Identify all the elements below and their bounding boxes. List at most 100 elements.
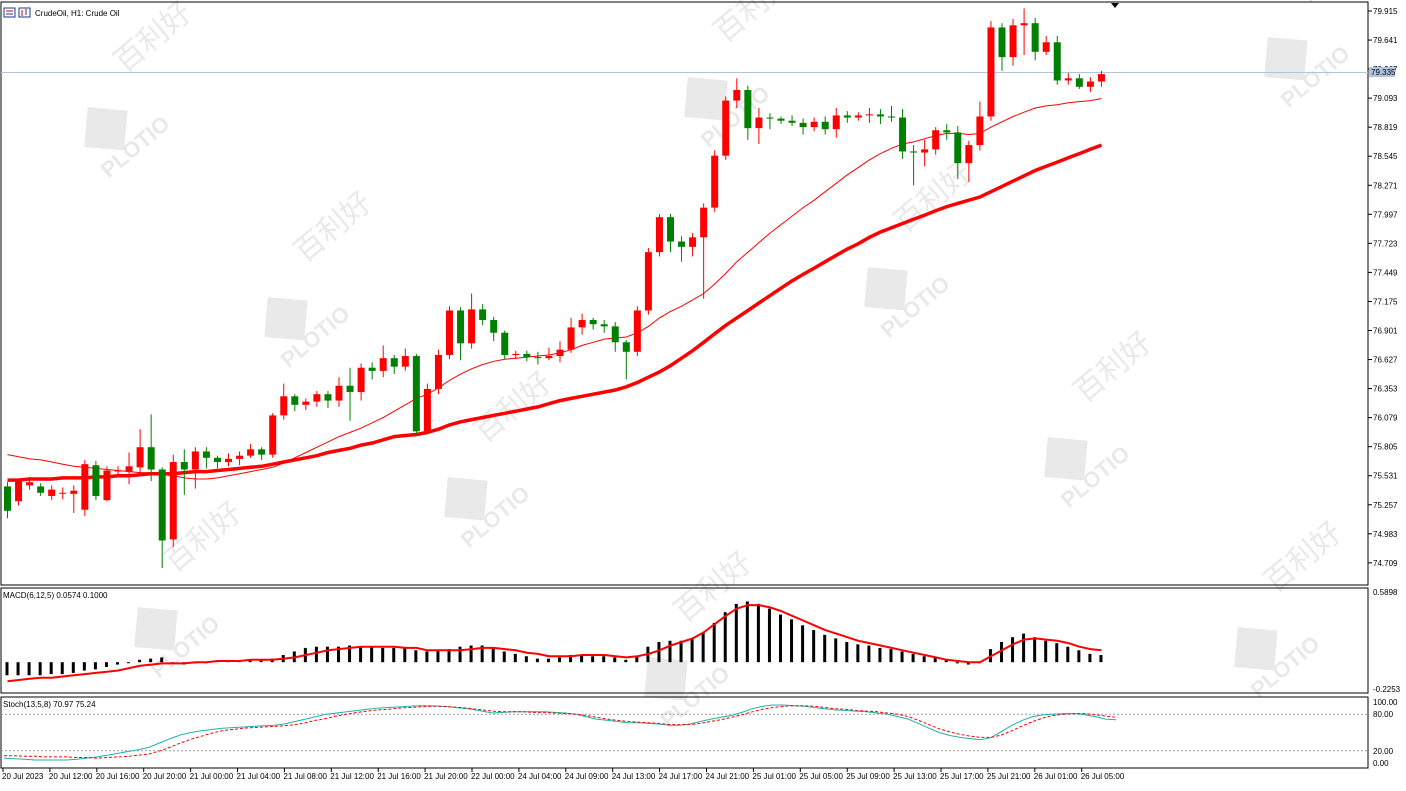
candle-body (1042, 42, 1050, 52)
price-axis-label: 76.627 (1373, 356, 1398, 365)
macd-histogram-bar (348, 645, 352, 663)
macd-histogram-bar (966, 662, 970, 665)
macd-histogram-bar (922, 656, 926, 663)
candle-body (1097, 74, 1105, 82)
stoch-title: Stoch(13,5,8) 70.97 75.24 (3, 700, 96, 709)
time-axis-label: 26 Jul 05:00 (1081, 772, 1125, 781)
macd-histogram-bar (458, 646, 462, 663)
candle-body (48, 489, 56, 496)
candle-body (788, 120, 796, 123)
macd-histogram-bar (370, 646, 374, 663)
macd-histogram-bar (491, 647, 495, 663)
macd-histogram-bar (602, 656, 606, 663)
price-axis-label: 77.175 (1373, 297, 1398, 306)
stoch-panel-frame (0, 696, 1369, 769)
candle-body (457, 310, 465, 344)
candle-body (357, 367, 365, 393)
current-price-label: 79.335 (1371, 68, 1396, 77)
chart-type-icon[interactable] (18, 7, 31, 18)
time-axis-label: 24 Jul 04:00 (518, 772, 562, 781)
stoch-axis-label: 100.00 (1373, 698, 1398, 707)
candle-body (236, 455, 244, 459)
candle-body (943, 130, 951, 133)
candle-body (346, 385, 354, 393)
candle-body (910, 151, 918, 153)
candle-body (291, 396, 299, 405)
time-axis-label: 20 Jul 20:00 (143, 772, 187, 781)
macd-histogram-bar (71, 662, 75, 673)
macd-histogram-bar (889, 649, 893, 663)
macd-histogram-bar (1099, 655, 1103, 663)
macd-plot (5, 601, 1103, 683)
time-axis-label: 21 Jul 00:00 (190, 772, 234, 781)
macd-histogram-bar (414, 650, 418, 663)
candle-body (103, 470, 111, 501)
candle-body (258, 449, 266, 455)
shift-marker-icon[interactable] (1111, 3, 1119, 8)
candle-body (843, 115, 851, 118)
candle-body (733, 89, 741, 101)
macd-histogram-bar (436, 650, 440, 663)
candle-body (280, 396, 288, 416)
candle-body (854, 115, 862, 118)
candle-body (1086, 81, 1094, 87)
macd-histogram-bar (248, 659, 252, 663)
time-axis-label: 20 Jul 12:00 (49, 772, 93, 781)
candle-body (92, 465, 100, 496)
macd-histogram-bar (580, 655, 584, 663)
macd-histogram-bar (138, 659, 142, 663)
candle-body (512, 353, 520, 355)
candle-body (644, 252, 652, 311)
macd-histogram-bar (447, 649, 451, 663)
ma-fast-line (7, 98, 1102, 480)
macd-histogram-bar (856, 644, 860, 663)
macd-histogram-bar (337, 646, 340, 663)
macd-axis-label: 0.5898 (1373, 588, 1398, 597)
candle-body (202, 451, 210, 458)
candle-body (59, 492, 67, 494)
stoch-axis-label: 0.00 (1373, 759, 1389, 768)
candle-body (479, 309, 487, 320)
macd-histogram-bar (403, 647, 407, 663)
macd-histogram-bar (535, 658, 539, 663)
macd-histogram-bar (546, 658, 550, 663)
candle-body (1053, 42, 1061, 81)
candle-body (932, 130, 940, 150)
candle-body (125, 466, 133, 472)
candle-body (180, 462, 188, 470)
macd-histogram-bar (1066, 646, 1070, 663)
macd-histogram-bar (779, 614, 782, 663)
macd-histogram-bar (812, 630, 816, 663)
time-axis-label: 20 Jul 16:00 (96, 772, 140, 781)
macd-histogram-bar (149, 658, 153, 663)
candle-body (865, 114, 873, 116)
price-axis-label: 79.093 (1373, 94, 1398, 103)
time-axis-label: 21 Jul 12:00 (330, 772, 374, 781)
candle-body (700, 207, 708, 238)
macd-histogram-bar (82, 662, 86, 671)
candle-body (169, 462, 177, 540)
candle-body (622, 342, 630, 352)
time-axis-label: 21 Jul 08:00 (283, 772, 327, 781)
macd-histogram-bar (1000, 641, 1003, 663)
macd-histogram-bar (513, 653, 517, 663)
candle-body (567, 327, 575, 350)
macd-title: MACD(6,12,5) 0.0574 0.1000 (3, 591, 108, 600)
price-axis-label: 74.983 (1373, 530, 1398, 539)
macd-histogram-bar (104, 662, 108, 667)
price-plot (1, 8, 1368, 569)
candle-body (147, 447, 155, 470)
chart-title: CrudeOil, H1: Crude Oil (35, 9, 120, 18)
chart-header: CrudeOil, H1: Crude Oil (3, 7, 120, 18)
macd-histogram-bar (613, 657, 617, 663)
time-axis-label: 22 Jul 00:00 (471, 772, 515, 781)
candle-body (545, 356, 553, 359)
candle-body (70, 490, 78, 494)
macd-histogram-bar (1022, 633, 1026, 663)
macd-histogram-bar (480, 645, 484, 663)
macd-histogram-bar (756, 603, 760, 663)
macd-histogram-bar (635, 656, 639, 663)
symbol-menu-icon[interactable] (3, 7, 16, 18)
candle-body (269, 415, 277, 455)
